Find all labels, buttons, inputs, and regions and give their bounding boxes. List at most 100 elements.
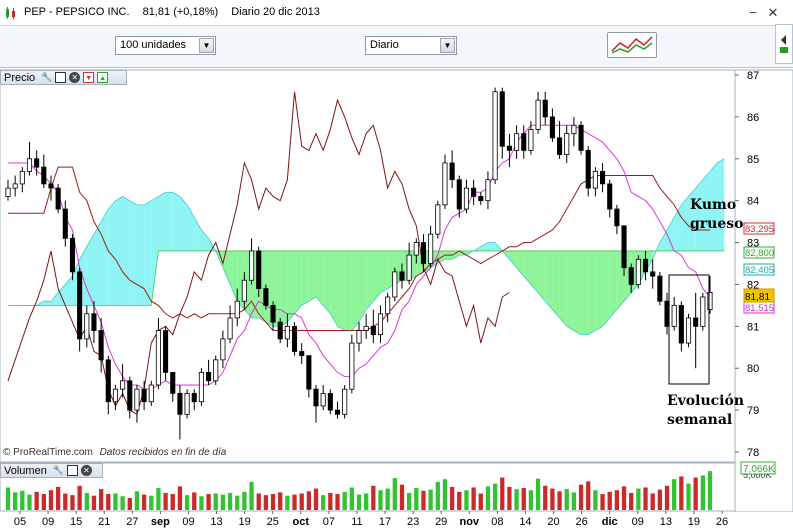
candle-body bbox=[585, 149, 591, 189]
close-icon[interactable]: ✕ bbox=[80, 465, 92, 476]
candle-body bbox=[449, 162, 455, 181]
candle bbox=[642, 250, 649, 281]
candle bbox=[607, 179, 613, 218]
chikou-line bbox=[7, 91, 510, 416]
volume-bar bbox=[485, 486, 491, 510]
arrow-up-icon[interactable]: ▲ bbox=[97, 72, 109, 83]
indicator-chart-button[interactable] bbox=[607, 32, 657, 58]
y-tick-label: 87 bbox=[747, 70, 759, 82]
close-window-icon[interactable]: ✕ bbox=[767, 5, 779, 20]
candle bbox=[134, 384, 140, 423]
cloud-segment bbox=[530, 250, 539, 293]
volume-bar bbox=[500, 477, 505, 510]
evolucion-annotation: Evolución semanal bbox=[667, 393, 744, 428]
candle bbox=[600, 162, 606, 193]
candle-body bbox=[62, 208, 68, 239]
cloud-segment bbox=[581, 250, 589, 335]
volume-bar bbox=[414, 488, 419, 510]
candle-body bbox=[592, 170, 598, 189]
cloud-segment bbox=[330, 250, 338, 327]
x-tick-label: 09 bbox=[42, 516, 54, 528]
cloud-segment bbox=[538, 250, 546, 302]
volume-bar bbox=[270, 494, 276, 510]
candle-body bbox=[127, 380, 133, 411]
window-title: PEP - PEPSICO INC. 81,81 (+0,18%) Diario… bbox=[24, 6, 330, 18]
volume-bar bbox=[177, 486, 183, 510]
wrench-icon[interactable]: 🔧 bbox=[41, 72, 53, 82]
candle-body bbox=[564, 133, 570, 155]
volume-bar bbox=[184, 495, 190, 510]
candle bbox=[671, 297, 677, 331]
candle-body bbox=[320, 392, 326, 407]
candle-body bbox=[342, 388, 348, 415]
candle-body bbox=[299, 351, 305, 357]
candle-body bbox=[41, 166, 47, 185]
volume-bar bbox=[593, 490, 598, 510]
candle-body bbox=[514, 133, 520, 151]
candle bbox=[506, 133, 512, 168]
volume-bar bbox=[700, 475, 705, 510]
x-tick-label: 13 bbox=[210, 516, 222, 528]
volume-bar bbox=[63, 493, 68, 510]
candle-body bbox=[700, 296, 706, 327]
candle bbox=[528, 121, 534, 155]
candle-body bbox=[370, 325, 376, 336]
candle bbox=[112, 384, 118, 411]
candle-body bbox=[227, 317, 233, 340]
window-icon[interactable] bbox=[66, 465, 78, 476]
units-select[interactable]: 100 unidades ▼ bbox=[115, 36, 216, 55]
cloud-segment bbox=[280, 250, 288, 327]
cloud-segment bbox=[545, 250, 553, 310]
candle bbox=[213, 355, 219, 385]
volume-bar bbox=[364, 493, 369, 510]
wrench-icon[interactable]: 🔧 bbox=[52, 465, 65, 475]
period-select-value: Diario bbox=[370, 39, 399, 51]
volume-bar bbox=[328, 492, 333, 510]
minimize-icon[interactable]: − bbox=[749, 5, 757, 20]
candle-body bbox=[657, 275, 663, 302]
y-tick-label: 80 bbox=[747, 363, 759, 375]
arrow-down-icon[interactable]: ▼ bbox=[83, 72, 95, 83]
candle bbox=[428, 225, 434, 268]
volume-bar bbox=[20, 490, 25, 510]
candle bbox=[5, 179, 11, 201]
candle-body bbox=[485, 179, 491, 202]
y-tick-label: 78 bbox=[747, 447, 759, 459]
candle-body bbox=[141, 388, 147, 403]
cloud-segment bbox=[172, 192, 180, 251]
candle bbox=[84, 305, 90, 348]
close-icon[interactable]: ✕ bbox=[69, 72, 81, 83]
candle-body bbox=[48, 183, 54, 189]
ticker-name: PEP - PEPSICO INC. bbox=[24, 6, 130, 18]
candle-body bbox=[306, 355, 312, 390]
candlesticks bbox=[5, 87, 713, 440]
window-icon[interactable] bbox=[55, 72, 67, 83]
x-tick-label: 20 bbox=[547, 516, 559, 528]
cloud-segment bbox=[344, 250, 352, 331]
x-tick-label: 13 bbox=[660, 516, 672, 528]
volume-bar bbox=[679, 476, 684, 510]
volume-bar bbox=[392, 478, 397, 510]
volume-bar bbox=[478, 493, 483, 510]
candle bbox=[306, 355, 312, 398]
side-panel-icon bbox=[780, 35, 788, 53]
period-select[interactable]: Diario ▼ bbox=[365, 36, 457, 55]
cloud-segment bbox=[573, 250, 582, 335]
kumo-annotation: Kumo grueso bbox=[690, 197, 744, 232]
candle bbox=[657, 271, 663, 306]
chevron-down-icon[interactable]: ▼ bbox=[440, 38, 455, 53]
candle-body bbox=[557, 137, 563, 155]
candle-body bbox=[12, 183, 18, 189]
chevron-down-icon[interactable]: ▼ bbox=[199, 38, 214, 53]
volume-bar bbox=[141, 494, 147, 510]
cloud-segment bbox=[674, 204, 682, 251]
candle-body bbox=[693, 317, 699, 327]
candle bbox=[313, 384, 319, 423]
candle-body bbox=[155, 330, 161, 386]
volume-bar bbox=[321, 495, 326, 510]
candle-body bbox=[55, 187, 61, 210]
cloud-segment bbox=[316, 250, 324, 306]
candle bbox=[277, 317, 283, 344]
volume-bar bbox=[278, 492, 283, 510]
candle bbox=[456, 175, 462, 218]
